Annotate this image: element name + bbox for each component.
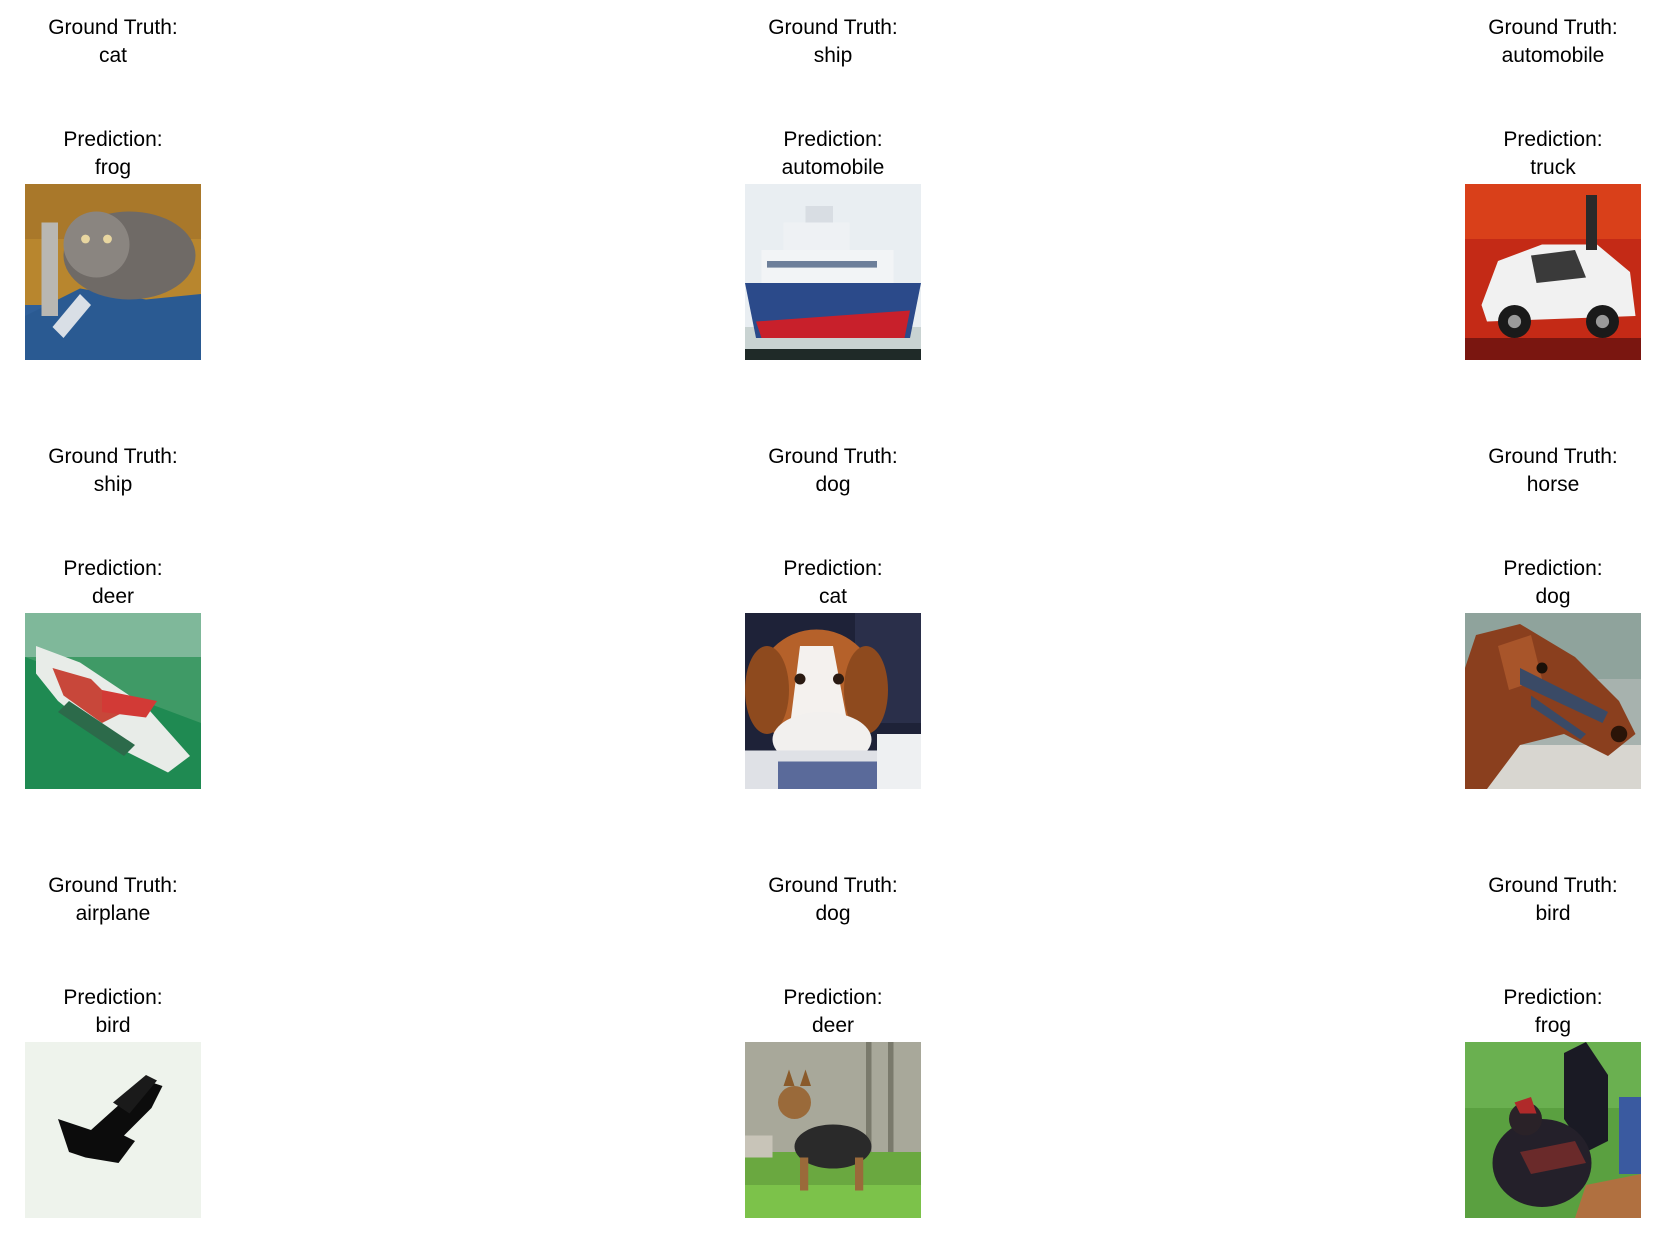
sample-image: [25, 1042, 201, 1218]
ground-truth-label: Ground Truth: horse: [1488, 445, 1618, 496]
sample-image: [745, 1042, 921, 1218]
ground-truth-label: Ground Truth: cat: [48, 16, 178, 67]
ground-truth-label: Ground Truth: ship: [48, 445, 178, 496]
ground-truth-label: Ground Truth: automobile: [1488, 16, 1618, 67]
ground-truth-label: Ground Truth: airplane: [48, 874, 178, 925]
prediction-label: Prediction: bird: [63, 986, 163, 1037]
sample-image: [25, 184, 201, 360]
ground-truth-label: Ground Truth: dog: [768, 445, 898, 496]
sample-image: [1465, 184, 1641, 360]
ground-truth-label: Ground Truth: bird: [1488, 874, 1618, 925]
sample-image: [745, 613, 921, 789]
sample-image: [25, 613, 201, 789]
prediction-label: Prediction: deer: [783, 986, 883, 1037]
ground-truth-label: Ground Truth: dog: [768, 874, 898, 925]
prediction-label: Prediction: deer: [63, 557, 163, 608]
prediction-label: Prediction: truck: [1503, 128, 1603, 179]
sample-image: [1465, 1042, 1641, 1218]
sample-image: [1465, 613, 1641, 789]
prediction-label: Prediction: dog: [1503, 557, 1603, 608]
prediction-label: Prediction: frog: [1503, 986, 1603, 1037]
prediction-label: Prediction: automobile: [781, 128, 885, 179]
ground-truth-label: Ground Truth: ship: [768, 16, 898, 67]
sample-image: [745, 184, 921, 360]
prediction-label: Prediction: frog: [63, 128, 163, 179]
prediction-label: Prediction: cat: [783, 557, 883, 608]
